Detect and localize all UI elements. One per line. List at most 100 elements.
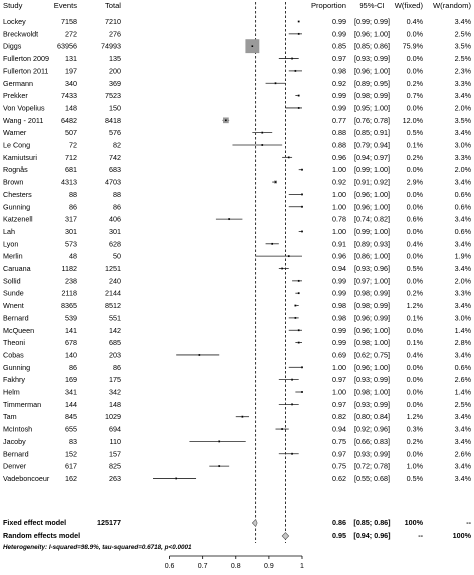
estimate-point (291, 452, 293, 455)
estimate-point (225, 119, 227, 122)
study-w-random: 3.4% (455, 412, 472, 421)
study-w-fixed: 1.0% (407, 462, 424, 471)
header-w-random: W(random) (433, 1, 471, 10)
study-events: 83 (69, 437, 77, 446)
study-w-random: 2.6% (455, 375, 472, 384)
table-row: Kamiutsuri 712 742 0.96 [0.94; 0.97] 0.2% 3.3% (3, 153, 472, 162)
study-total: 157 (109, 449, 121, 458)
study-proportion: 0.99 (332, 289, 346, 298)
study-ci: [0.93; 0.99] (354, 449, 390, 458)
header-proportion: Proportion (311, 1, 346, 10)
study-w-fixed: 0.2% (407, 79, 424, 88)
estimate-point (241, 415, 244, 418)
study-ci: [0.86; 1.00] (354, 252, 390, 261)
study-events: 86 (69, 202, 77, 211)
study-total: 276 (109, 29, 121, 38)
header-events: Events (54, 1, 77, 10)
study-total: 135 (109, 54, 121, 63)
study-w-random: 0.6% (455, 190, 472, 199)
study-name: Kamiutsuri (3, 153, 37, 162)
study-total: 369 (109, 79, 121, 88)
header-row: Study Events Total Proportion 95%-CI W(f… (3, 1, 471, 10)
estimate-point (297, 280, 300, 282)
study-name: Caruana (3, 264, 31, 273)
study-ci: [0.62; 0.75] (354, 350, 390, 359)
fixed-model-ci: [0.85; 0.86] (353, 518, 390, 527)
study-total: 86 (113, 202, 121, 211)
random-model-proportion: 0.95 (332, 531, 346, 540)
study-ci: [0.98; 1.00] (354, 338, 390, 347)
study-ci: [0.92; 0.96] (354, 425, 390, 434)
study-name: Timmerman (3, 400, 41, 409)
study-total: 50 (113, 252, 121, 261)
study-events: 317 (65, 215, 77, 224)
estimate-point (281, 267, 283, 270)
header-total: Total (105, 1, 121, 10)
study-w-fixed: 0.0% (407, 29, 424, 38)
estimate-point (291, 403, 293, 406)
study-w-random: 3.3% (455, 153, 472, 162)
study-total: 200 (109, 66, 121, 75)
study-total: 1251 (105, 264, 121, 273)
study-ci: [0.96; 0.99] (354, 313, 390, 322)
estimate-point (301, 193, 303, 196)
study-name: Tam (3, 412, 17, 421)
study-proportion: 0.97 (332, 375, 346, 384)
study-name: Von Vopelius (3, 103, 45, 112)
study-proportion: 0.99 (332, 17, 346, 26)
table-row: McQueen 141 142 0.99 [0.96; 1.00] 0.0% 1.4% (3, 326, 472, 335)
study-w-fixed: 0.4% (407, 350, 424, 359)
study-ci: [0.79; 0.94] (354, 141, 390, 150)
study-events: 86 (69, 363, 77, 372)
study-proportion: 0.99 (332, 103, 346, 112)
reference-lines (255, 2, 286, 543)
table-row: Katzenell 317 406 0.78 [0.74; 0.82] 0.6% 3.4% (3, 215, 472, 224)
study-w-random: 2.5% (455, 29, 472, 38)
study-events: 655 (65, 425, 77, 434)
study-w-fixed: 0.0% (407, 363, 424, 372)
x-tick-label: 1 (300, 563, 304, 570)
study-ci: [0.93; 0.99] (354, 375, 390, 384)
study-ci: [0.66; 0.83] (354, 437, 390, 446)
estimate-point (271, 243, 273, 245)
table-row: Jacoby 83 110 0.75 [0.66; 0.83] 0.2% 3.4% (3, 437, 472, 446)
estimate-point (287, 255, 290, 257)
study-events: 162 (65, 474, 77, 483)
study-proportion: 0.75 (332, 462, 346, 471)
study-total: 110 (110, 437, 121, 446)
x-tick-label: 0.6 (165, 563, 175, 570)
study-name: Helm (3, 388, 20, 397)
study-w-fixed: 0.5% (407, 264, 424, 273)
study-w-random: 2.0% (455, 165, 472, 174)
study-w-random: 2.5% (455, 54, 472, 63)
study-ci: [0.89; 0.93] (354, 239, 390, 248)
study-w-random: 0.6% (455, 202, 472, 211)
study-w-fixed: 0.1% (407, 338, 424, 347)
table-row: Lah 301 301 1.00 [0.99; 1.00] 0.0% 0.6% (3, 227, 472, 236)
study-name: Bernard (3, 313, 29, 322)
study-total: 150 (109, 103, 121, 112)
study-events: 272 (65, 29, 77, 38)
random-model-w-fixed: -- (418, 531, 423, 540)
study-ci: [0.85; 0.91] (354, 128, 390, 137)
study-ci: [0.99; 1.00] (354, 165, 390, 174)
estimate-point (228, 218, 230, 220)
random-effects-diamond (281, 532, 290, 540)
table-row: Brown 4313 4703 0.92 [0.91; 0.92] 2.9% 3.4% (3, 178, 472, 187)
study-total: 240 (109, 276, 121, 285)
study-proportion: 0.96 (332, 252, 346, 261)
study-w-random: 0.6% (455, 363, 472, 372)
study-w-random: 0.6% (455, 227, 472, 236)
study-proportion: 0.99 (332, 91, 346, 100)
study-w-random: 2.3% (455, 66, 472, 75)
study-total: 342 (109, 388, 121, 397)
study-w-fixed: 1.2% (407, 412, 424, 421)
study-proportion: 0.98 (332, 301, 346, 310)
study-w-fixed: 75.9% (403, 42, 424, 51)
study-ci: [0.55; 0.68] (354, 474, 390, 483)
study-w-fixed: 0.0% (407, 103, 424, 112)
estimate-point (301, 230, 303, 233)
study-w-random: 3.0% (455, 313, 472, 322)
study-name: Breckwoldt (3, 29, 38, 38)
study-total: 142 (109, 326, 121, 335)
